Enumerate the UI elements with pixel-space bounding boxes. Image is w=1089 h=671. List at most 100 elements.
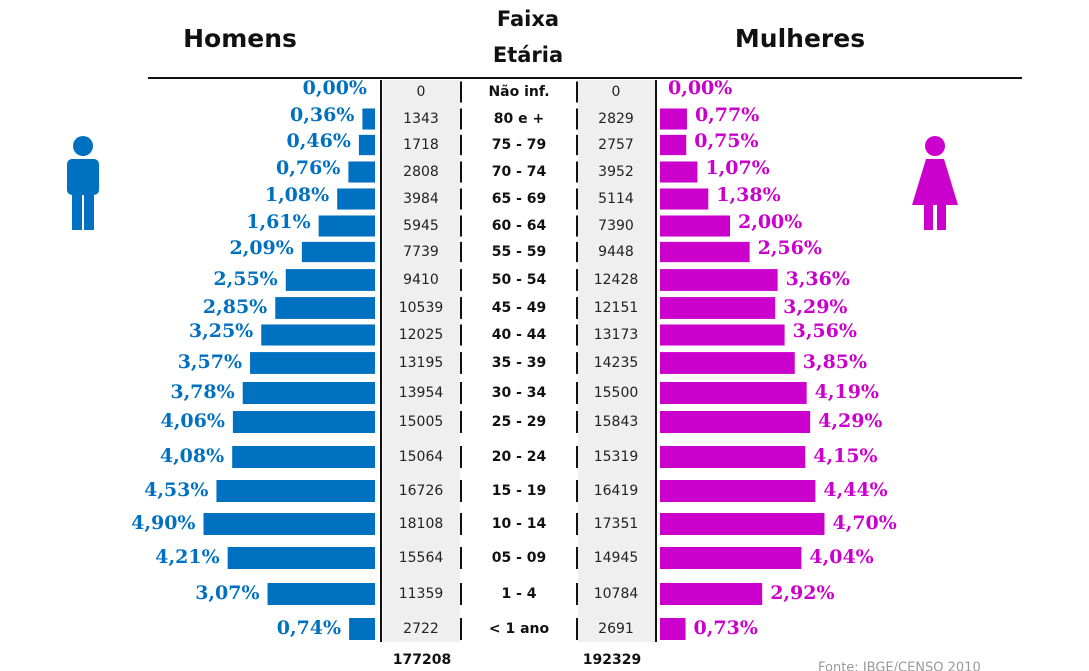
bar [232, 446, 375, 468]
count: 14235 [594, 355, 639, 371]
count: 7739 [403, 244, 439, 260]
count: 13195 [399, 355, 444, 371]
value-label: 0,74% [277, 617, 341, 639]
count: 1718 [403, 137, 439, 153]
bar [660, 446, 806, 468]
bar [660, 241, 750, 263]
bar [660, 161, 698, 183]
value-label: 0,36% [290, 104, 354, 126]
bar [242, 382, 375, 404]
value-label: 4,70% [833, 512, 897, 534]
age-label: 50 - 54 [492, 272, 547, 288]
count: 10784 [594, 586, 639, 602]
bar [267, 583, 375, 605]
value-label: 4,29% [818, 410, 882, 432]
count: 2757 [598, 137, 634, 153]
count: 10539 [399, 300, 444, 316]
center-title: Faixa [497, 7, 559, 31]
age-label: 20 - 24 [492, 449, 547, 465]
bar [275, 297, 375, 319]
count-column [578, 80, 655, 642]
value-label: 4,15% [813, 445, 877, 467]
value-label: 2,09% [230, 237, 294, 259]
bar [318, 215, 375, 237]
left-title: Homens [183, 24, 297, 53]
right-title: Mulheres [735, 24, 865, 53]
value-label: 3,07% [195, 582, 259, 604]
man-icon [67, 136, 99, 230]
count: 13173 [594, 327, 639, 343]
age-label: 30 - 34 [492, 385, 547, 401]
value-label: 0,76% [276, 157, 340, 179]
value-label: 4,44% [823, 479, 887, 501]
value-label: 1,61% [246, 211, 310, 233]
bar [660, 583, 763, 605]
center-title: Etária [493, 43, 563, 67]
count: 15500 [594, 385, 639, 401]
bar [362, 108, 375, 130]
count: 1343 [403, 111, 439, 127]
value-label: 3,36% [786, 268, 850, 290]
age-label: Não inf. [488, 84, 549, 100]
age-label: 25 - 29 [492, 414, 547, 430]
value-label: 4,06% [161, 410, 225, 432]
age-label: 45 - 49 [492, 300, 547, 316]
count: 9410 [403, 272, 439, 288]
count: 2829 [598, 111, 634, 127]
value-label: 0,75% [694, 130, 758, 152]
count: 0 [417, 84, 426, 100]
age-label: < 1 ano [489, 621, 550, 637]
bar [660, 134, 687, 156]
count: 15319 [594, 449, 639, 465]
count: 12428 [594, 272, 639, 288]
count: 17351 [594, 516, 639, 532]
count: 0 [612, 84, 621, 100]
count: 5114 [598, 191, 634, 207]
value-label: 4,90% [131, 512, 195, 534]
value-label: 2,00% [738, 211, 802, 233]
age-label: 10 - 14 [492, 516, 547, 532]
bar [660, 382, 807, 404]
count: 7390 [598, 218, 634, 234]
bar [227, 547, 375, 569]
value-label: 0,73% [694, 617, 758, 639]
count: 2691 [598, 621, 634, 637]
bar [250, 352, 375, 374]
source: Fonte: IBGE/CENSO 2010 [818, 661, 981, 671]
bar [660, 352, 795, 374]
age-label: 15 - 19 [492, 483, 547, 499]
count: 12025 [399, 327, 444, 343]
age-label: 40 - 44 [492, 327, 547, 343]
age-label: 05 - 09 [492, 550, 547, 566]
age-label: 65 - 69 [492, 191, 547, 207]
count: 9448 [598, 244, 634, 260]
count: 3952 [598, 164, 634, 180]
bar [660, 324, 785, 346]
woman-icon [912, 136, 958, 230]
value-label: 3,78% [170, 381, 234, 403]
age-label: 60 - 64 [492, 218, 547, 234]
bar [660, 269, 778, 291]
value-label: 1,08% [265, 184, 329, 206]
count: 16726 [399, 483, 444, 499]
value-label: 4,53% [144, 479, 208, 501]
count: 12151 [594, 300, 639, 316]
total: 177208 [393, 652, 451, 668]
value-label: 2,56% [758, 237, 822, 259]
value-label: 0,00% [303, 77, 367, 99]
bar [660, 108, 687, 130]
value-label: 4,19% [815, 381, 879, 403]
count: 18108 [399, 516, 444, 532]
value-label: 4,21% [155, 546, 219, 568]
value-label: 0,46% [287, 130, 351, 152]
bar [660, 297, 776, 319]
bar [660, 188, 709, 210]
count: 16419 [594, 483, 639, 499]
bar [660, 547, 802, 569]
count: 15564 [399, 550, 444, 566]
bar [660, 411, 811, 433]
value-label: 1,38% [716, 184, 780, 206]
value-label: 3,56% [793, 320, 857, 342]
count: 3984 [403, 191, 439, 207]
total: 192329 [583, 652, 641, 668]
